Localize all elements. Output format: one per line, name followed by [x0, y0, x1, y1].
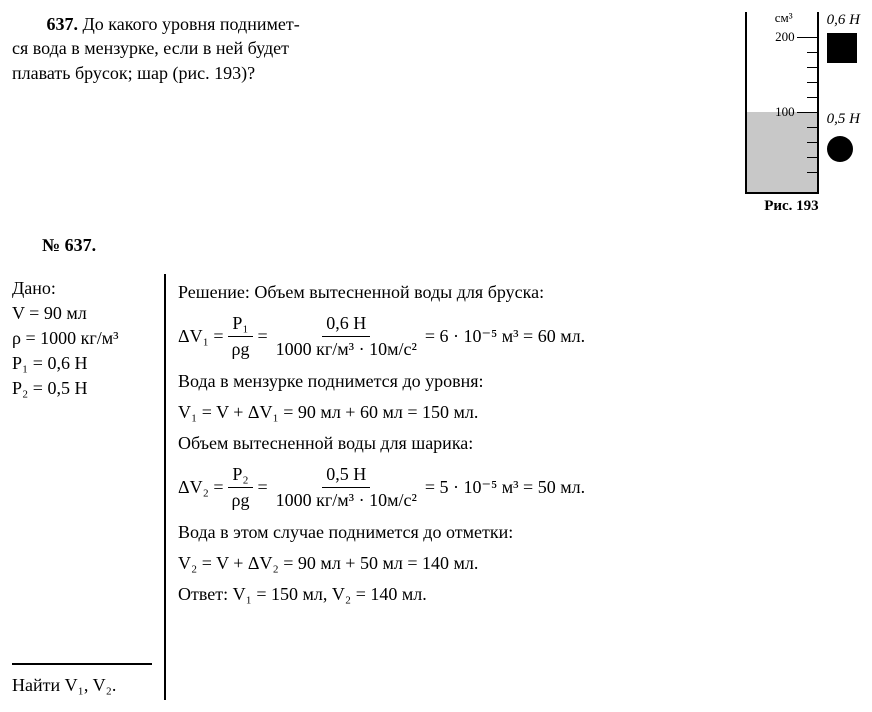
figure-area: см³ 200 100 Рис. 193 0,6 H 0,5 H — [745, 12, 860, 215]
figure-caption: Рис. 193 — [764, 198, 818, 215]
solution-line2: Вода в мензурке поднимется до уровня: — [178, 369, 860, 394]
given-find: Найти V₁, V₂. — [12, 675, 152, 696]
solution-answer: Ответ: V₁ = 150 мл, V₂ = 140 мл. — [178, 582, 860, 607]
f2-rhs: = 5 · 10⁻⁵ м³ = 50 мл. — [425, 475, 585, 500]
problem-section: 637. До какого уровня поднимет- ся вода … — [12, 12, 860, 215]
solution-number: № 637. — [12, 235, 860, 256]
f1-den2: 1000 кг/м³ · 10м/с² — [272, 337, 421, 362]
given-column: Дано: V = 90 мл ρ = 1000 кг/м³ P₁ = 0,6 … — [12, 274, 166, 700]
formula-2: ΔV₂ = P₂ ρg = 0,5 Н 1000 кг/м³ · 10м/с² … — [178, 462, 860, 513]
problem-number: 637. — [47, 14, 79, 34]
sphere-icon — [827, 136, 853, 162]
given-volume: V = 90 мл — [12, 303, 152, 324]
solution-line5: Вода в этом случае поднимется до отметки… — [178, 520, 860, 545]
sphere-weight-label: 0,5 H — [827, 111, 860, 128]
tick-200: 200 — [775, 29, 795, 45]
block-icon — [827, 33, 857, 63]
f2-num2: 0,5 Н — [322, 462, 370, 488]
problem-line2: ся вода в мензурке, если в ней будет — [12, 36, 735, 60]
given-title: Дано: — [12, 278, 152, 299]
cylinder-unit: см³ — [775, 10, 793, 26]
f2-den1: ρg — [228, 488, 254, 513]
solution-line4: Объем вытесненной воды для шарика: — [178, 431, 860, 456]
f1-den1: ρg — [228, 337, 254, 362]
solution-column: Решение: Объем вытесненной воды для брус… — [166, 274, 860, 700]
problem-line3: плавать брусок; шар (рис. 193)? — [12, 61, 735, 85]
water-level — [747, 112, 817, 192]
solution-line1: Решение: Объем вытесненной воды для брус… — [178, 280, 860, 305]
given-p1: P₁ = 0,6 Н — [12, 353, 152, 374]
solution-line3: V₁ = V + ΔV₁ = 90 мл + 60 мл = 150 мл. — [178, 400, 860, 425]
tick-100: 100 — [775, 104, 795, 120]
solution-table: Дано: V = 90 мл ρ = 1000 кг/м³ P₁ = 0,6 … — [12, 274, 860, 700]
given-density: ρ = 1000 кг/м³ — [12, 328, 152, 349]
solution-line6: V₂ = V + ΔV₂ = 90 мл + 50 мл = 140 мл. — [178, 551, 860, 576]
f2-num1: P₂ — [228, 462, 252, 488]
f2-lhs: ΔV₂ = — [178, 475, 224, 500]
formula-1: ΔV₁ = P₁ ρg = 0,6 Н 1000 кг/м³ · 10м/с² … — [178, 311, 860, 362]
f1-num2: 0,6 Н — [322, 311, 370, 337]
f1-lhs: ΔV₁ = — [178, 324, 224, 349]
problem-statement: 637. До какого уровня поднимет- ся вода … — [12, 12, 735, 215]
block-weight-label: 0,6 H — [827, 12, 860, 29]
f1-eq: = — [258, 324, 268, 349]
graduated-cylinder-icon: см³ 200 100 — [745, 12, 819, 194]
problem-line1: До какого уровня поднимет- — [83, 14, 300, 34]
f1-rhs: = 6 · 10⁻⁵ м³ = 60 мл. — [425, 324, 585, 349]
f2-den2: 1000 кг/м³ · 10м/с² — [272, 488, 421, 513]
f1-num1: P₁ — [228, 311, 252, 337]
f2-eq: = — [258, 475, 268, 500]
given-p2: P₂ = 0,5 Н — [12, 378, 152, 399]
figure-objects: 0,6 H 0,5 H — [827, 12, 860, 162]
